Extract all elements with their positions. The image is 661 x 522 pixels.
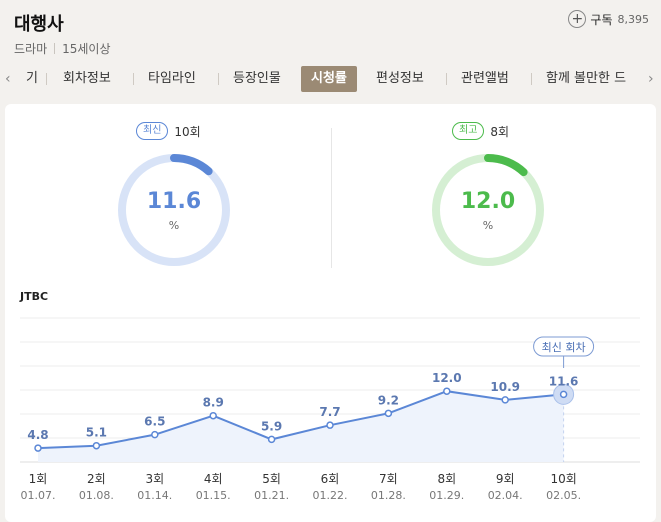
tab-divider [531,73,532,85]
chart-value-label: 5.9 [261,419,282,433]
chart-value-label: 11.6 [549,374,579,388]
tab-episode-info[interactable]: 회차정보 [63,71,111,86]
chevron-left-icon[interactable]: ‹ [5,71,11,87]
latest-donut-graphic [118,154,230,266]
chart-data-point [559,390,568,399]
x-axis-episode-label: 5회 [262,472,281,486]
x-axis-date-label: 02.04. [488,489,523,502]
x-axis-episode-label: 3회 [145,472,164,486]
latest-rating-donut: 11.6 % [115,151,233,269]
tab-bar: ‹ 기 회차정보 타임라인 등장인물 시청률 편성정보 관련앨범 함께 볼만한 … [0,64,661,94]
best-rating-donut: 12.0 % [429,151,547,269]
subscribe-label: 구독 [590,12,613,27]
chart-data-point [34,444,42,452]
x-axis-episode-label: 4회 [204,472,223,486]
x-axis-date-label: 01.21. [254,489,289,502]
latest-callout-label: 최신 회차 [542,341,586,354]
chart-data-point [267,435,276,444]
chart-series-line [37,390,564,450]
age-rating-label: 15세이상 [62,42,111,56]
x-axis-date-label: 01.07. [21,489,56,502]
latest-badge: 최신 [136,122,169,140]
tab-recommended-dramas[interactable]: 함께 볼만한 드 [546,71,627,86]
program-header: 대행사 드라마 15세이상 + 구독 8,395 [0,0,661,64]
tab-related-albums[interactable]: 관련앨범 [461,71,509,86]
x-axis-episode-label: 2회 [87,472,106,486]
x-axis-episode-label: 6회 [321,472,340,486]
chart-data-point [209,411,217,420]
best-badge: 최고 [452,122,485,140]
tab-timeline[interactable]: 타임라인 [148,71,196,86]
chart-value-label: 10.9 [490,380,520,394]
chart-data-point [326,421,334,429]
best-rating-value: 12.0 [460,189,516,214]
latest-callout-bubble [533,336,595,357]
x-axis-episode-label: 10회 [550,472,576,486]
best-donut-arc [432,154,544,266]
broadcaster-label: JTBC [20,290,49,303]
tab-partial-previous[interactable]: 기 [26,71,38,86]
plus-icon: + [568,10,587,28]
tab-divider [446,73,447,85]
x-axis-episode-label: 7회 [379,472,398,486]
best-episode-header: 최고 8회 [452,122,509,140]
summary-divider [331,128,332,268]
program-meta: 드라마 15세이상 [14,40,111,57]
latest-rating-value: 11.6 [146,189,202,214]
x-axis-date-label: 01.15. [196,489,231,502]
tab-divider [46,73,47,85]
chart-value-label: 9.2 [378,393,399,407]
subscribe-button[interactable]: + 구독 8,395 [568,10,649,28]
tab-schedule[interactable]: 편성정보 [376,71,424,86]
latest-donut-arc [118,154,230,266]
subscriber-count: 8,395 [617,12,650,26]
chart-data-point [501,396,509,404]
x-axis-date-label: 01.28. [371,489,406,502]
x-axis-episode-label: 8회 [437,472,456,486]
chart-value-label: 8.9 [203,396,224,410]
chart-data-point [384,409,393,418]
program-title: 대행사 [14,14,64,35]
chart-value-label: 12.0 [432,371,462,385]
x-axis-date-label: 01.14. [137,489,172,502]
genre-label: 드라마 [14,42,48,56]
tab-divider [133,73,134,85]
chart-value-label: 7.7 [319,405,340,419]
chart-area-fill [38,391,564,462]
latest-rating-unit: % [168,219,180,232]
x-axis-episode-label: 9회 [496,472,515,486]
best-episode-label: 8회 [490,124,510,139]
meta-divider [54,43,56,54]
latest-episode-header: 최신 10회 [136,122,201,140]
latest-episode-label: 10회 [174,124,201,139]
x-axis-date-label: 01.22. [313,489,348,502]
x-axis-date-label: 01.08. [79,489,114,502]
x-axis-date-label: 02.05. [546,489,581,502]
chevron-right-icon[interactable]: › [648,71,654,87]
best-rating-unit: % [482,219,494,232]
chart-value-label: 4.8 [27,428,48,442]
chart-data-point [92,441,101,450]
x-axis-episode-label: 1회 [29,472,48,486]
tab-ratings[interactable]: 시청률 [301,66,357,92]
tab-divider [218,73,219,85]
chart-data-point [151,430,159,439]
best-donut-graphic [432,154,544,266]
chart-value-label: 5.1 [86,426,107,440]
x-axis-date-label: 01.29. [429,489,464,502]
chart-value-label: 6.5 [144,415,165,429]
chart-data-point [443,387,451,395]
tab-characters[interactable]: 등장인물 [233,71,281,86]
